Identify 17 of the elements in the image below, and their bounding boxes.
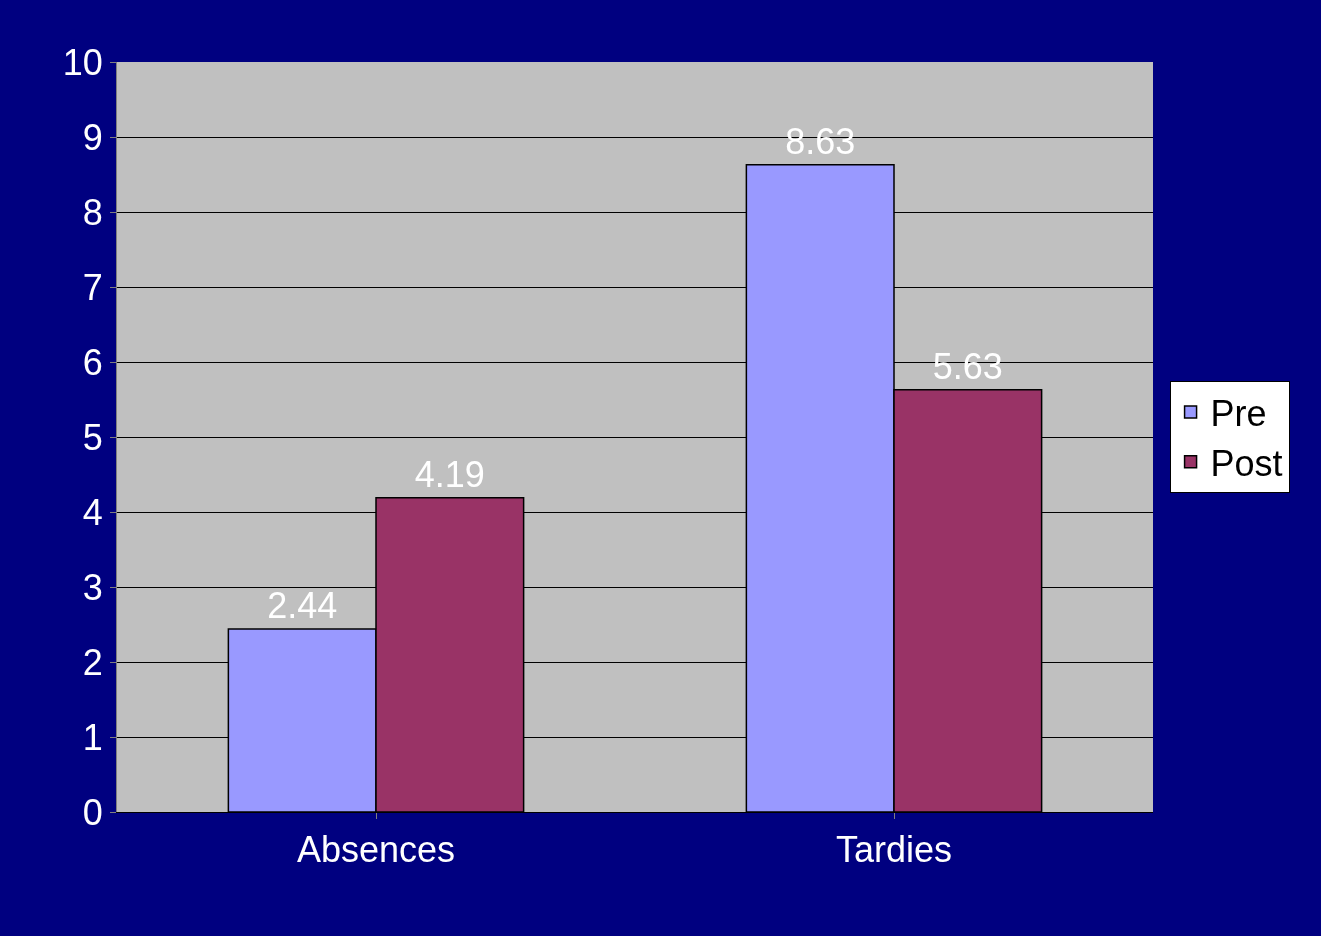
legend-label: Post bbox=[1210, 442, 1283, 484]
y-tick-label: 3 bbox=[82, 566, 103, 608]
y-tick-label: 8 bbox=[82, 191, 103, 233]
y-tick-label: 0 bbox=[82, 791, 103, 833]
y-tick-label: 10 bbox=[62, 41, 103, 83]
y-tick-label: 9 bbox=[82, 116, 103, 158]
x-tick-label: Absences bbox=[296, 829, 456, 871]
y-tick-label: 5 bbox=[82, 416, 103, 458]
y-tick-label: 6 bbox=[82, 341, 103, 383]
data-label: 2.44 bbox=[267, 585, 338, 626]
x-tick-label: Tardies bbox=[835, 829, 953, 871]
data-label: 4.19 bbox=[414, 453, 485, 495]
y-tick-label: 4 bbox=[82, 491, 103, 533]
y-tick-label: 1 bbox=[82, 716, 103, 758]
y-tick-label: 2 bbox=[82, 641, 103, 683]
y-tick-label: 7 bbox=[82, 266, 103, 308]
legend-label: Pre bbox=[1210, 392, 1267, 434]
